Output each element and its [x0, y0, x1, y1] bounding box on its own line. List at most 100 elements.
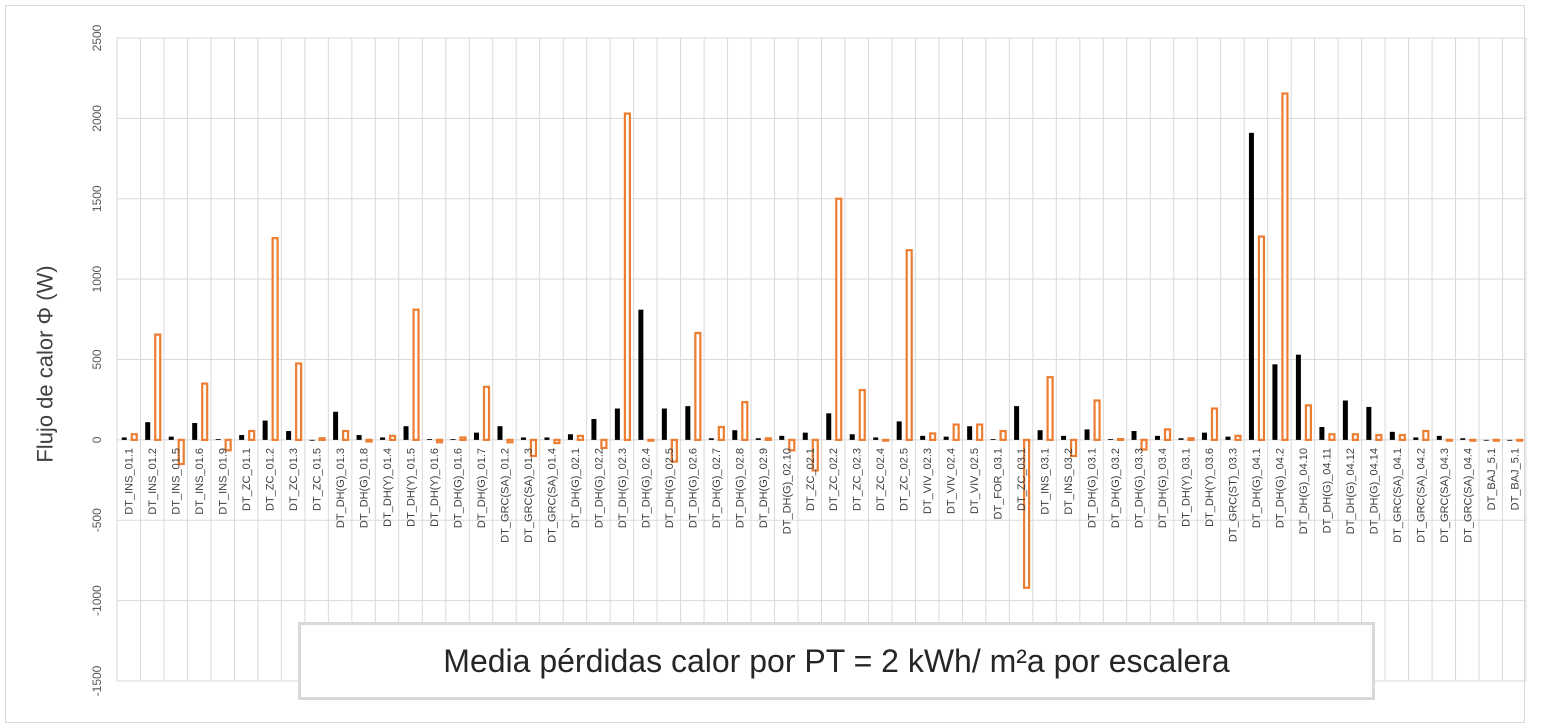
- bar-series-1: [1037, 430, 1043, 440]
- x-tick-label: DT_DH(G)_03.3: [1134, 448, 1146, 528]
- bar-series-2: [929, 432, 937, 441]
- bar-series-1: [1225, 436, 1231, 440]
- y-tick-label: 0: [90, 436, 104, 443]
- y-tick-label: 2000: [90, 105, 104, 132]
- bar-series-2: [295, 362, 303, 441]
- x-tick-label: DT_GRC(SA)_04.1: [1392, 448, 1404, 543]
- bar-series-2: [130, 433, 138, 441]
- x-tick-label: DT_DH(Y)_01.4: [382, 448, 394, 527]
- x-tick-label: DT_DH(G)_02.10: [781, 448, 793, 534]
- x-tick-label: DT_VIV_02.5: [969, 448, 981, 514]
- bar-series-1: [450, 439, 456, 440]
- bar-series-1: [286, 431, 292, 440]
- bar-series-2: [1351, 433, 1359, 441]
- bar-series-2: [412, 308, 420, 441]
- bar-series-2: [177, 438, 185, 466]
- x-tick-label: DT_DH(G)_04.2: [1274, 448, 1286, 528]
- x-tick-label: DT_INS_03.1: [1040, 448, 1052, 515]
- x-tick-label: DT_DH(G)_04.11: [1321, 448, 1333, 533]
- x-tick-label: DT_DH(G)_02.1: [570, 448, 582, 528]
- bar-series-1: [1155, 435, 1161, 440]
- bar-series-1: [732, 430, 738, 440]
- y-tick-label: 1500: [90, 185, 104, 212]
- bar-series-1: [1319, 427, 1325, 440]
- bar-series-2: [811, 438, 819, 472]
- x-tick-label: DT_ZC_02.4: [875, 448, 887, 511]
- bar-series-1: [1483, 439, 1489, 441]
- bar-series-1: [544, 437, 550, 440]
- bar-series-1: [708, 438, 714, 440]
- x-tick-label: DT_DH(G)_03.4: [1157, 448, 1169, 528]
- bar-series-2: [1046, 376, 1054, 441]
- bar-series-1: [661, 408, 667, 440]
- x-tick-label: DT_INS_01.9: [218, 448, 230, 515]
- x-tick-label: DT_ZC_02.1: [805, 448, 817, 511]
- x-tick-label: DT_DH(Y)_01.6: [429, 448, 441, 527]
- bar-series-1: [1272, 364, 1278, 440]
- x-tick-label: DT_VIV_02.3: [922, 448, 934, 514]
- bar-series-1: [473, 432, 479, 440]
- bar-series-1: [1342, 400, 1348, 440]
- x-tick-label: DT_GRC(SA)_01.3: [523, 448, 535, 543]
- bar-series-1: [896, 421, 902, 440]
- x-tick-label: DT_DH(G)_03.2: [1110, 448, 1122, 528]
- bar-series-2: [1469, 438, 1477, 442]
- bar-series-2: [764, 437, 772, 441]
- x-tick-label: DT_GRC(SA)_01.4: [546, 448, 558, 543]
- bar-series-1: [1061, 435, 1067, 440]
- bar-series-1: [333, 411, 339, 440]
- bar-series-1: [1436, 435, 1442, 440]
- x-tick-label: DT_ZC_03.1: [1016, 448, 1028, 511]
- x-tick-label: DT_DH(G)_02.2: [593, 448, 605, 528]
- annotation-text: Media pérdidas calor por PT = 2 kWh/ m²a…: [443, 642, 1230, 679]
- bar-series-2: [1163, 428, 1172, 441]
- bar-series-1: [427, 439, 433, 440]
- bar-series-1: [1201, 432, 1207, 440]
- bar-series-2: [1210, 407, 1219, 441]
- bar-series-2: [670, 438, 678, 463]
- x-tick-label: DT_DH(G)_01.3: [335, 448, 347, 528]
- x-tick-label: DT_GRC(SA)_04.2: [1415, 448, 1427, 543]
- y-tick-label: 2500: [90, 24, 104, 51]
- x-tick-label: DT_ZC_01.2: [265, 448, 277, 511]
- bar-series-2: [952, 423, 960, 441]
- bar-series-2: [529, 438, 538, 458]
- y-tick-label: -1000: [90, 585, 104, 616]
- bar-series-2: [459, 436, 467, 441]
- x-tick-label: DT_DH(Y)_03.1: [1180, 448, 1192, 527]
- bar-series-1: [380, 437, 386, 440]
- x-tick-label: DT_INS_01.6: [194, 448, 206, 515]
- bar-series-1: [497, 426, 503, 440]
- bar-series-1: [403, 426, 409, 440]
- x-tick-label: DT_VIV_02.4: [946, 448, 958, 514]
- bar-series-2: [1492, 438, 1500, 442]
- bar-series-2: [1422, 429, 1430, 441]
- bar-series-2: [717, 425, 725, 441]
- bar-series-2: [1023, 438, 1031, 589]
- x-tick-label: DT_DH(G)_02.5: [664, 448, 676, 528]
- bar-series-1: [121, 437, 127, 440]
- chart-frame: [5, 5, 1525, 723]
- y-tick-label: -1500: [90, 665, 104, 696]
- bar-series-2: [1375, 433, 1383, 441]
- bar-series-2: [1116, 437, 1125, 441]
- bar-series-2: [647, 438, 655, 442]
- bar-series-1: [1507, 439, 1513, 441]
- bar-series-2: [388, 434, 397, 441]
- bar-series-2: [1257, 235, 1266, 441]
- x-tick-label: DT_DH(G)_02.4: [640, 448, 652, 528]
- x-tick-label: DT_INS_03.2: [1063, 448, 1075, 515]
- bar-series-1: [873, 437, 879, 440]
- bar-series-1: [1178, 438, 1184, 440]
- bar-series-1: [145, 422, 151, 440]
- x-tick-label: DT_DH(G)_02.3: [617, 448, 629, 528]
- bar-series-1: [849, 434, 855, 440]
- bar-series-1: [638, 309, 644, 440]
- bar-series-2: [1140, 438, 1148, 451]
- bar-series-1: [1413, 437, 1419, 440]
- x-tick-label: DT_ZC_02.2: [828, 448, 840, 511]
- bar-series-2: [1234, 434, 1242, 441]
- bar-series-2: [224, 438, 232, 452]
- bar-series-2: [1516, 438, 1524, 442]
- x-tick-label: DT_DH(G)_01.8: [359, 448, 371, 528]
